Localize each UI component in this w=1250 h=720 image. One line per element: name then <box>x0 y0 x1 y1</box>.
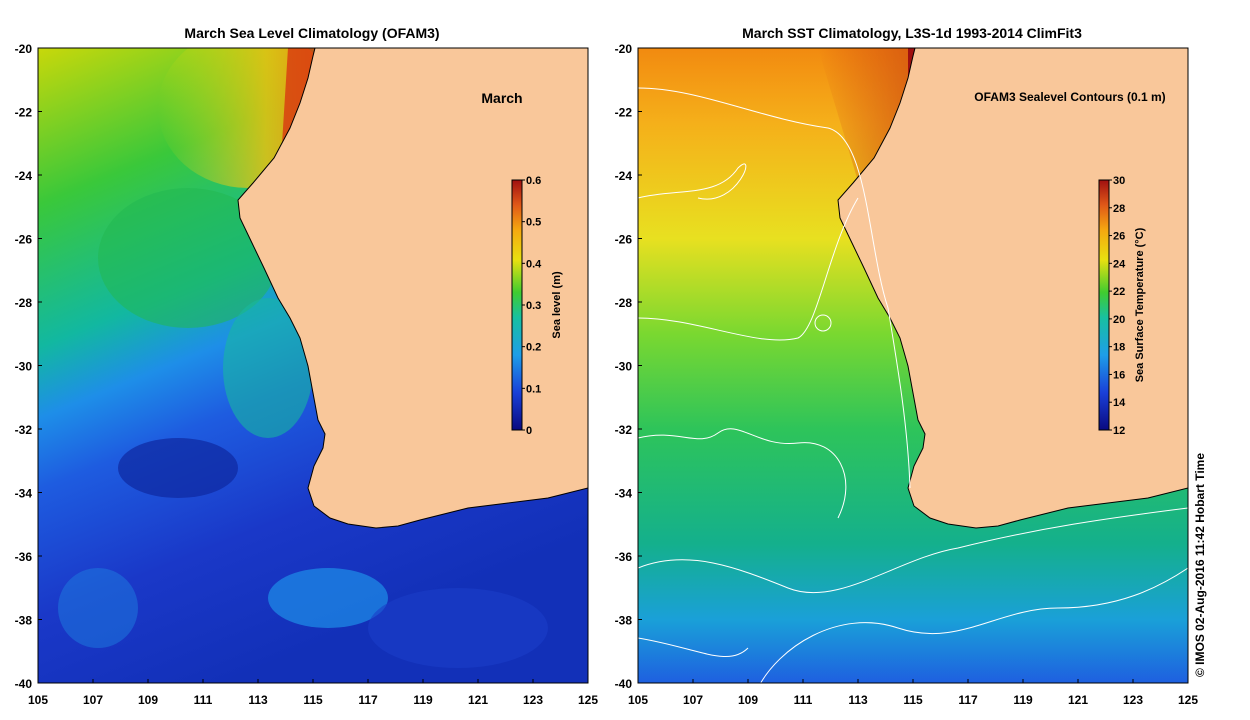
colorbar-tick-label: 0.4 <box>526 258 542 270</box>
colorbar-tick-label: 0.5 <box>526 217 541 229</box>
lon-tick-label: 125 <box>1178 693 1198 707</box>
lon-tick-label: 119 <box>1013 693 1033 707</box>
sea-level-colorbar: 0 0.1 0.2 0.3 0.4 0.5 0.6 Sea level (m) <box>511 175 563 437</box>
colorbar-tick-label: 18 <box>1113 342 1125 354</box>
lon-tick-label: 117 <box>358 693 378 707</box>
left-map-title: March Sea Level Climatology (OFAM3) <box>184 25 439 41</box>
colorbar-tick-label: 22 <box>1113 286 1125 298</box>
lat-tick-label: -38 <box>15 614 33 628</box>
lon-tick-label: 121 <box>468 693 488 707</box>
lon-tick-label: 113 <box>248 693 268 707</box>
lat-tick-label: -32 <box>615 423 633 437</box>
lon-tick-label: 107 <box>683 693 703 707</box>
right-map-title: March SST Climatology, L3S-1d 1993-2014 … <box>742 25 1082 41</box>
lat-tick-label: -36 <box>15 550 33 564</box>
lat-tick-label: -40 <box>15 677 33 691</box>
lon-tick-label: 125 <box>578 693 598 707</box>
lat-tick-label: -30 <box>615 360 633 374</box>
lon-tick-label: 119 <box>413 693 433 707</box>
colorbar-tick-label: 0.2 <box>526 342 541 354</box>
lon-tick-label: 115 <box>303 693 323 707</box>
colorbar-tick-label: 30 <box>1113 175 1125 187</box>
lon-tick-label: 123 <box>523 693 543 707</box>
lon-tick-label: 113 <box>848 693 868 707</box>
lat-tick-label: -26 <box>615 233 633 247</box>
lat-tick-label: -38 <box>615 614 633 628</box>
lon-tick-label: 123 <box>1123 693 1143 707</box>
sst-colorbar-label: Sea Surface Temperature (°C) <box>1134 227 1146 382</box>
lon-tick-label: 107 <box>83 693 103 707</box>
lat-tick-label: -30 <box>15 360 33 374</box>
lat-tick-label: -34 <box>615 487 633 501</box>
lat-tick-label: -28 <box>615 296 633 310</box>
lat-tick-label: -26 <box>15 233 33 247</box>
lat-tick-label: -34 <box>15 487 33 501</box>
colorbar-tick-label: 14 <box>1113 397 1126 409</box>
sea-level-colorbar-label: Sea level (m) <box>551 271 563 339</box>
sea-level-map <box>38 48 588 683</box>
colorbar-tick-label: 20 <box>1113 314 1125 326</box>
credit-text: © IMOS 02-Aug-2016 11:42 Hobart Time <box>1193 453 1207 677</box>
sst-colorbar: 12 14 16 18 20 22 24 26 28 30 Sea Surface Tempera… <box>1098 175 1146 437</box>
lat-tick-label: -20 <box>15 42 33 56</box>
lat-tick-label: -22 <box>15 106 33 120</box>
colorbar-tick-label: 16 <box>1113 369 1125 381</box>
colorbar-tick-label: 28 <box>1113 203 1125 215</box>
colorbar-tick-label: 0.6 <box>526 175 541 187</box>
sst-map <box>638 48 1188 683</box>
lon-tick-label: 109 <box>738 693 758 707</box>
lat-tick-label: -40 <box>615 677 633 691</box>
colorbar-tick-label: 0 <box>526 425 532 437</box>
lon-tick-label: 115 <box>903 693 923 707</box>
lat-tick-label: -22 <box>615 106 633 120</box>
colorbar-tick-label: 0.3 <box>526 300 541 312</box>
colorbar-tick-label: 24 <box>1113 258 1126 270</box>
lon-tick-label: 111 <box>794 693 813 707</box>
left-annotation: March <box>481 90 522 106</box>
lat-tick-label: -24 <box>15 169 33 183</box>
colorbar-tick-label: 0.1 <box>526 383 541 395</box>
colorbar-tick-label: 26 <box>1113 231 1125 243</box>
lon-tick-label: 105 <box>28 693 48 707</box>
lon-tick-label: 105 <box>628 693 648 707</box>
lat-tick-label: -20 <box>615 42 633 56</box>
lon-tick-label: 117 <box>958 693 978 707</box>
map-axes: 105 107 109 111 113 115 117 119 121 123 125 -20 -22 -… <box>15 42 1199 707</box>
right-annotation: OFAM3 Sealevel Contours (0.1 m) <box>974 90 1165 104</box>
lon-tick-label: 111 <box>194 693 213 707</box>
lon-tick-label: 109 <box>138 693 158 707</box>
lat-tick-label: -28 <box>15 296 33 310</box>
lat-tick-label: -36 <box>615 550 633 564</box>
lon-tick-label: 121 <box>1068 693 1088 707</box>
sea-level-contours <box>638 87 1188 683</box>
colorbar-tick-label: 12 <box>1113 425 1125 437</box>
lat-tick-label: -32 <box>15 423 33 437</box>
lat-tick-label: -24 <box>615 169 633 183</box>
